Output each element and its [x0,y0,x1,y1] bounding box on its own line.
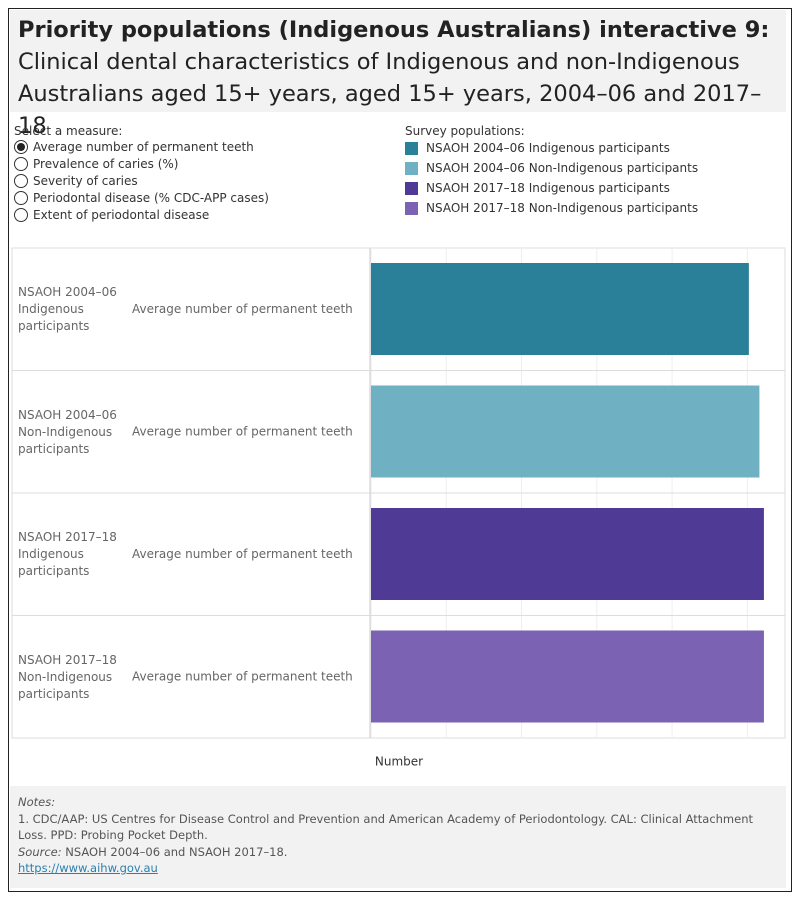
legend-swatch [405,141,418,155]
x-axis-label: Number [375,755,423,769]
chart: NSAOH 2004–06 Indigenous participants Ave… [11,247,786,769]
option-label: Extent of periodontal disease [33,207,210,222]
option-label: Prevalence of caries (%) [33,156,179,171]
bar [371,508,764,600]
title-rest: Clinical dental characteristics of Indig… [18,49,762,139]
legend-swatch [405,201,418,215]
bar [371,630,764,723]
title: Priority populations (Indigenous Austral… [10,10,786,139]
row-label: NSAOH 2004–06 Indigenous participants [18,285,117,333]
legend-item[interactable]: NSAOH 2017–18 Non-Indigenous participant… [405,198,698,218]
radio[interactable] [14,139,28,154]
row-measure: Average number of permanent teeth [132,547,353,561]
measure-option[interactable]: Average number of permanent teeth [14,138,269,155]
legend-swatch [405,161,418,175]
radio[interactable] [14,190,28,205]
link[interactable]: https://www.aihw.gov.au [18,861,158,875]
option-label: Severity of caries [33,173,138,188]
row-label: NSAOH 2017–18 Non-Indigenous participant… [18,652,117,701]
option-label: Average number of permanent teeth [33,139,254,154]
row-measure: Average number of permanent teeth [132,669,353,683]
measure-option[interactable]: Periodontal disease (% CDC-APP cases) [14,189,269,206]
notes: Notes: 1. CDC/AAP: US Centres for Diseas… [10,786,786,888]
title-bold: Priority populations (Indigenous Austral… [18,17,770,43]
measure-selector: Select a measure: Average number of perm… [14,124,269,223]
legend: Survey populations: NSAOH 2004–06 Indige… [405,124,698,218]
radio[interactable] [14,156,28,171]
measure-option[interactable]: Prevalence of caries (%) [14,155,269,172]
source-label: Source: [18,844,62,859]
legend-item[interactable]: NSAOH 2004–06 Indigenous participants [405,138,698,158]
bar [371,263,749,355]
legend-title: Survey populations: [405,124,525,138]
legend-item[interactable]: NSAOH 2017–18 Indigenous participants [405,178,698,198]
row-label-box: NSAOH 2017–18 Indigenous participants [18,530,117,578]
radio[interactable] [14,173,28,188]
legend-label: NSAOH 2004–06 Non-Indigenous participant… [426,161,699,175]
row-label: NSAOH 2017–18 Indigenous participants [18,530,117,578]
legend-item[interactable]: NSAOH 2004–06 Non-Indigenous participant… [405,158,698,178]
row-label: NSAOH 2004–06 Non-Indigenous participant… [18,407,117,456]
measure-option[interactable]: Severity of caries [14,172,269,189]
radio[interactable] [14,207,28,222]
frame [8,8,792,892]
option-label: Periodontal disease (% CDC-APP cases) [33,190,269,205]
row-measure: Average number of permanent teeth [132,424,353,438]
row-label-box: NSAOH 2017–18 Non-Indigenous participant… [18,652,117,701]
notes-heading: Notes: [18,795,56,809]
row-measure: Average number of permanent teeth [132,302,353,316]
row-label-box: NSAOH 2004–06 Non-Indigenous participant… [18,407,117,456]
notes-list: 1. CDC/AAP: US Centres for Disease Contr… [18,811,778,844]
measure-label: Select a measure: [14,124,123,138]
legend-label: NSAOH 2017–18 Non-Indigenous participant… [426,201,699,215]
row-label-box: NSAOH 2004–06 Indigenous participants [18,285,117,333]
legend-swatch [405,181,418,195]
legend-label: NSAOH 2004–06 Indigenous participants [426,141,670,155]
bar [371,385,760,478]
legend-label: NSAOH 2017–18 Indigenous participants [426,181,670,195]
note: 1. CDC/AAP: US Centres for Disease Contr… [18,811,754,843]
source-text: NSAOH 2004–06 and NSAOH 2017–18. [65,844,288,859]
measure-option[interactable]: Extent of periodontal disease [14,206,269,223]
